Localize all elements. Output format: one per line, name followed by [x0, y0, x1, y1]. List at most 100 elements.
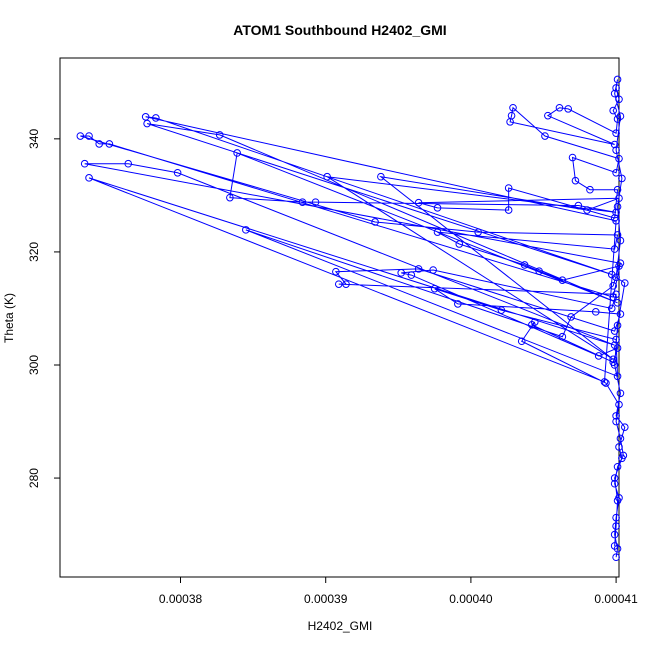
data-point [613, 185, 622, 194]
data-point [613, 299, 622, 307]
data-point [124, 159, 133, 168]
data-point [567, 313, 575, 321]
data-point [377, 172, 385, 181]
data-point [610, 530, 619, 539]
data-point [612, 84, 620, 92]
data-point [85, 132, 93, 140]
data-point [616, 112, 625, 121]
data-point [95, 140, 104, 148]
data-point [474, 228, 482, 236]
data-point [76, 132, 85, 140]
data-point [323, 172, 331, 181]
data-point [610, 341, 619, 350]
data-point [371, 218, 379, 226]
data-point [610, 479, 619, 488]
data-point [610, 214, 619, 222]
data-point [242, 226, 250, 234]
data-point [612, 129, 620, 137]
data-point [612, 553, 620, 562]
data-point [613, 202, 622, 211]
data-point [615, 154, 623, 163]
data-point [621, 423, 629, 431]
data-point [520, 261, 529, 269]
data-point [612, 146, 620, 154]
data-point [143, 119, 151, 128]
data-point [610, 140, 619, 149]
data-point [618, 454, 626, 463]
data-point [226, 193, 234, 202]
data-point [613, 496, 622, 505]
plot-frame [59, 57, 620, 578]
x-axis-label: H2402_GMI [308, 619, 373, 633]
data-point [613, 372, 622, 381]
data-point [613, 462, 622, 471]
chart-title: ATOM1 Southbound H2402_GMI [233, 22, 446, 38]
y-tick-label: 300 [27, 355, 41, 375]
data-point [215, 131, 224, 139]
data-point [517, 337, 526, 346]
y-axis-label: Theta (K) [2, 293, 16, 343]
data-point [612, 417, 620, 426]
data-point [233, 149, 241, 157]
data-point [454, 300, 462, 308]
data-point [298, 198, 307, 206]
y-tick-label: 340 [27, 129, 41, 149]
data-point [497, 306, 506, 314]
data-point [612, 273, 620, 282]
data-point [334, 280, 343, 288]
data-point [506, 118, 514, 126]
data-point [535, 267, 543, 275]
data-point [583, 206, 591, 214]
data-point [615, 194, 623, 203]
data-point [616, 310, 625, 318]
data-point [541, 132, 549, 140]
data-point [504, 184, 513, 192]
data-point [615, 443, 623, 451]
x-tick-label: 0.00039 [304, 592, 348, 606]
data-point [615, 95, 623, 104]
data-line [80, 79, 626, 558]
data-point [616, 236, 625, 245]
data-point [612, 335, 620, 344]
data-point [80, 159, 89, 168]
data-point [564, 105, 572, 113]
data-point [612, 208, 620, 217]
data-point [616, 434, 625, 443]
data-point [414, 198, 423, 207]
x-tick-label: 0.00038 [159, 592, 203, 606]
data-point [558, 332, 567, 341]
data-point [609, 293, 617, 301]
data-point [610, 474, 619, 482]
data-point [610, 245, 619, 253]
data-point [558, 276, 567, 284]
data-point [433, 204, 442, 212]
x-tick-label: 0.00040 [449, 592, 493, 606]
data-point [555, 103, 564, 112]
data-point [455, 240, 464, 248]
data-point [407, 271, 416, 279]
data-point [609, 282, 617, 290]
y-tick-label: 320 [27, 242, 41, 262]
data-point [414, 265, 423, 273]
data-point [607, 304, 616, 313]
data-point [610, 542, 619, 550]
data-point [591, 308, 600, 316]
data-point [509, 103, 517, 112]
data-point [602, 379, 610, 387]
data-point [571, 176, 580, 185]
data-point [610, 89, 619, 98]
data-point [332, 267, 340, 276]
data-point [613, 75, 622, 84]
data-point [568, 153, 577, 162]
data-point [621, 279, 629, 287]
y-tick-label: 280 [27, 468, 41, 488]
data-point [616, 389, 625, 398]
x-tick-label: 0.00041 [594, 592, 638, 606]
data-point [586, 185, 594, 194]
data-point [173, 168, 182, 177]
data-point [615, 400, 623, 409]
data-point [152, 114, 160, 122]
data-point [612, 522, 620, 530]
data-point [397, 269, 406, 277]
